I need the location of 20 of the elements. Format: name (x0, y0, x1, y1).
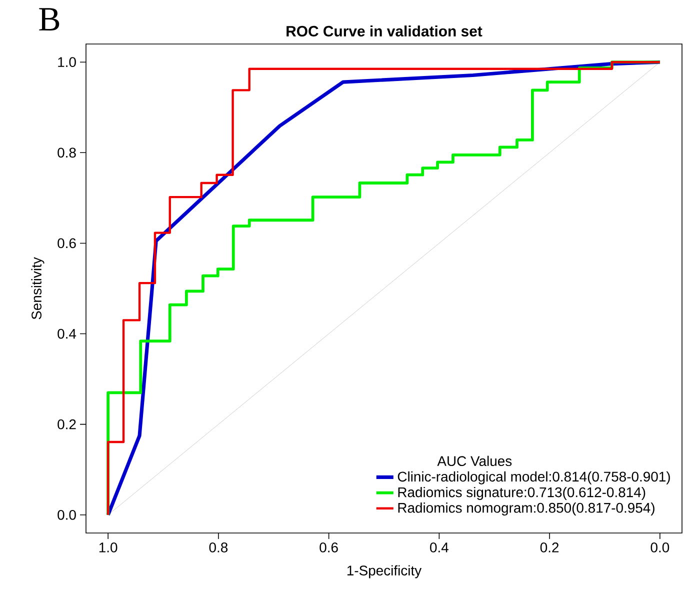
x-axis-title: 1-Specificity (347, 565, 422, 578)
y-tick-label: 0.4 (58, 328, 76, 339)
legend-label: Radiomics signature:0.713(0.612-0.814) (398, 486, 646, 500)
legend-label: Clinic-radiological model:0.814(0.758-0.901) (398, 471, 670, 484)
x-tick-label: 0.8 (209, 542, 228, 552)
y-tick-label: 1.0 (58, 57, 76, 68)
legend-title: AUC Values (437, 456, 512, 466)
chart-title: ROC Curve in validation set (286, 26, 482, 36)
y-tick-label: 0.6 (58, 238, 76, 248)
x-tick-label: 1.0 (99, 542, 118, 552)
x-tick-label: 0.4 (430, 542, 448, 552)
y-tick-label: 0.2 (58, 419, 76, 430)
x-tick-label: 0.6 (320, 542, 338, 552)
text: B (39, 8, 60, 30)
legend-label: Radiomics nomogram:0.850(0.817-0.954) (398, 502, 654, 516)
x-tick-label: 0.2 (540, 542, 559, 552)
x-tick-label: 0.0 (650, 542, 670, 552)
y-tick-label: 0.8 (58, 148, 76, 158)
y-tick-label: 0.0 (58, 510, 76, 520)
y-axis-title: Sensitivity (31, 257, 44, 320)
